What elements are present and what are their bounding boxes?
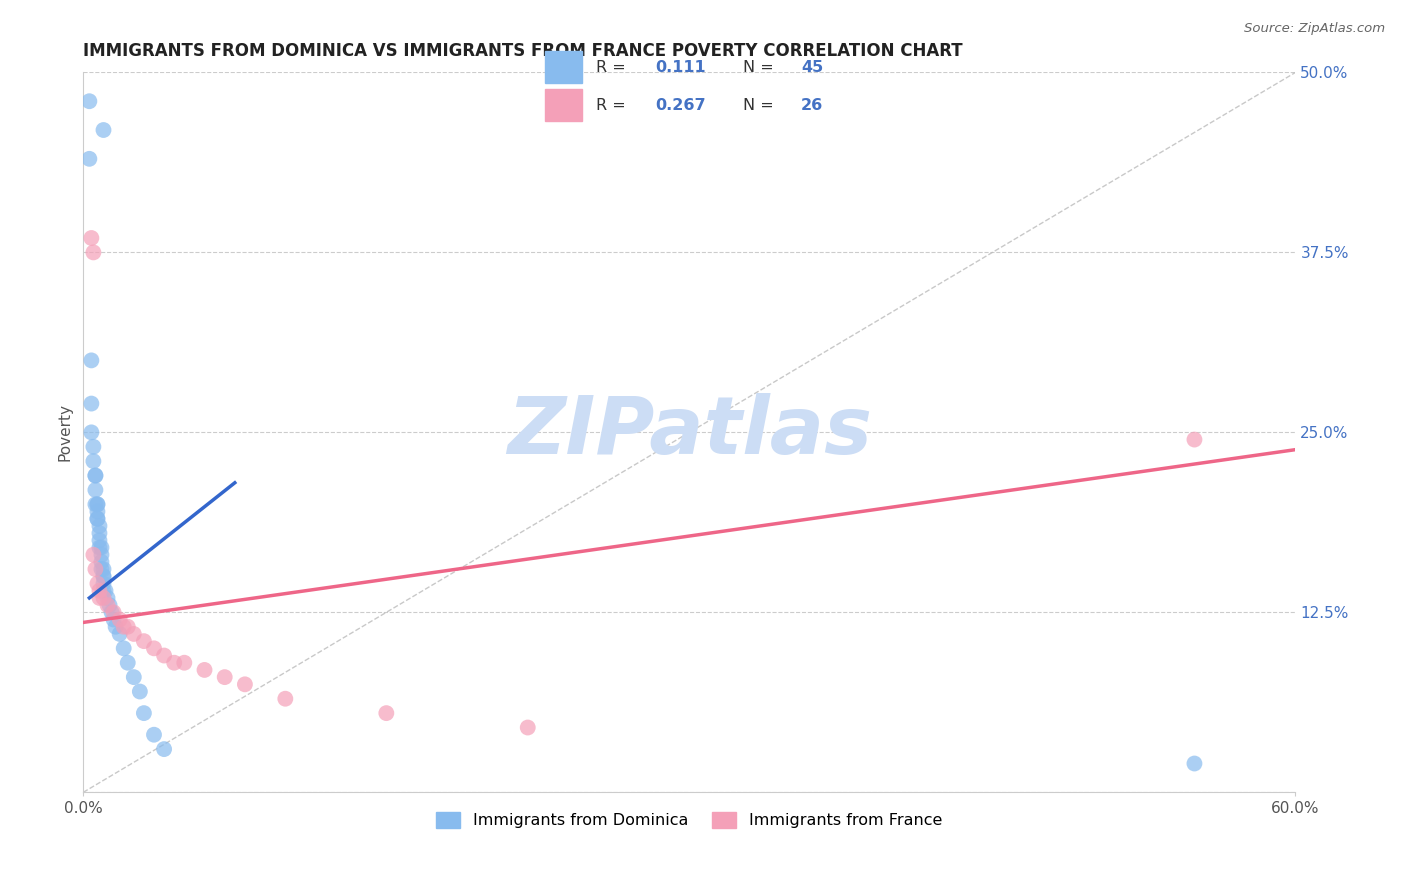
Point xyxy=(128,684,150,698)
Point xyxy=(93,576,115,591)
Point xyxy=(153,742,176,756)
Point xyxy=(80,425,103,440)
Point xyxy=(86,512,108,526)
Point xyxy=(173,656,195,670)
Point xyxy=(84,483,107,497)
Point xyxy=(89,519,111,533)
Point xyxy=(108,627,131,641)
Point xyxy=(94,583,117,598)
Point xyxy=(84,497,107,511)
Text: R =: R = xyxy=(596,60,626,75)
Text: 0.267: 0.267 xyxy=(655,98,706,113)
Point xyxy=(112,641,135,656)
Point xyxy=(163,656,186,670)
Point xyxy=(82,548,104,562)
Point xyxy=(90,555,112,569)
Point xyxy=(89,526,111,541)
Point xyxy=(90,541,112,555)
Text: 26: 26 xyxy=(801,98,824,113)
Text: 0.111: 0.111 xyxy=(655,60,706,75)
Point xyxy=(84,562,107,576)
Point xyxy=(122,670,145,684)
Legend: Immigrants from Dominica, Immigrants from France: Immigrants from Dominica, Immigrants fro… xyxy=(430,805,949,835)
Point xyxy=(82,454,104,468)
Point xyxy=(103,605,125,619)
Point xyxy=(104,620,127,634)
Point xyxy=(233,677,256,691)
Point xyxy=(86,512,108,526)
Point xyxy=(93,569,115,583)
Point xyxy=(86,504,108,518)
Point xyxy=(93,562,115,576)
Point xyxy=(516,721,538,735)
Text: N =: N = xyxy=(742,60,773,75)
Point xyxy=(80,231,103,245)
Point xyxy=(93,591,115,605)
Point xyxy=(90,548,112,562)
Point xyxy=(82,245,104,260)
Point xyxy=(84,468,107,483)
Point xyxy=(98,598,121,612)
Text: IMMIGRANTS FROM DOMINICA VS IMMIGRANTS FROM FRANCE POVERTY CORRELATION CHART: IMMIGRANTS FROM DOMINICA VS IMMIGRANTS F… xyxy=(83,42,963,60)
Point xyxy=(93,123,115,137)
Point xyxy=(86,497,108,511)
Point xyxy=(80,396,103,410)
Point xyxy=(80,353,103,368)
Point xyxy=(117,656,139,670)
Y-axis label: Poverty: Poverty xyxy=(58,403,72,461)
Point xyxy=(79,94,101,108)
Point xyxy=(96,591,118,605)
Point xyxy=(89,583,111,598)
Point xyxy=(96,598,118,612)
Point xyxy=(132,634,155,648)
Text: Source: ZipAtlas.com: Source: ZipAtlas.com xyxy=(1244,22,1385,36)
Point xyxy=(89,541,111,555)
Point xyxy=(375,706,398,720)
Point xyxy=(143,728,166,742)
Point xyxy=(112,620,135,634)
Point xyxy=(132,706,155,720)
Text: R =: R = xyxy=(596,98,626,113)
Point xyxy=(103,613,125,627)
Text: 45: 45 xyxy=(801,60,824,75)
Point xyxy=(89,591,111,605)
Point xyxy=(143,641,166,656)
Point xyxy=(214,670,236,684)
Point xyxy=(122,627,145,641)
Point xyxy=(153,648,176,663)
Text: ZIPatlas: ZIPatlas xyxy=(508,393,872,471)
Point xyxy=(108,613,131,627)
Point xyxy=(86,576,108,591)
Point xyxy=(93,569,115,583)
Point xyxy=(1184,433,1206,447)
Point xyxy=(1184,756,1206,771)
Point xyxy=(84,468,107,483)
Point xyxy=(93,583,115,598)
Point xyxy=(117,620,139,634)
Point xyxy=(86,497,108,511)
Bar xyxy=(546,51,582,83)
Point xyxy=(89,533,111,548)
Point xyxy=(100,605,122,619)
Bar xyxy=(546,88,582,120)
Point xyxy=(274,691,297,706)
Point xyxy=(82,440,104,454)
Point xyxy=(79,152,101,166)
Point xyxy=(193,663,215,677)
Point xyxy=(90,562,112,576)
Text: N =: N = xyxy=(742,98,773,113)
